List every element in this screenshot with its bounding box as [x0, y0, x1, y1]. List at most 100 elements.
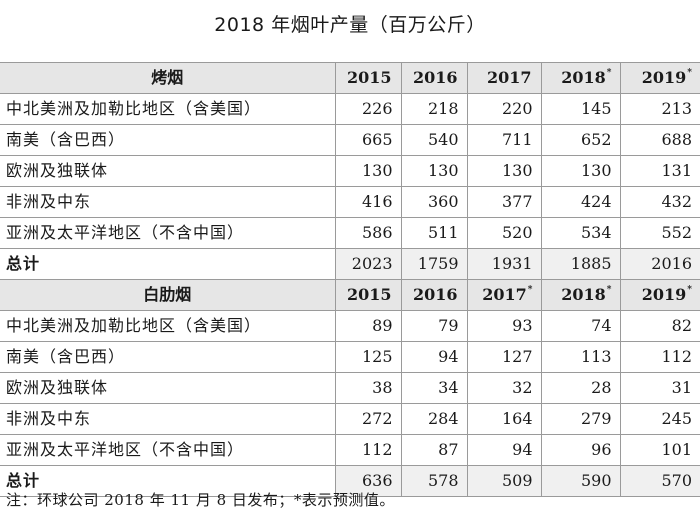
value-cell: 94 [466, 434, 541, 466]
table-row: 中北美洲及加勒比地区（含美国） 89 79 93 74 82 [0, 310, 700, 342]
value-cell: 534 [540, 217, 620, 249]
value-cell: 711 [466, 124, 541, 156]
section-label: 白肋烟 [0, 279, 335, 311]
value-cell: 416 [334, 186, 401, 218]
total-cell: 2016 [619, 248, 700, 280]
region-cell: 非洲及中东 [0, 403, 335, 435]
region-cell: 南美（含巴西） [0, 341, 335, 373]
value-cell: 28 [540, 372, 620, 404]
value-cell: 145 [540, 93, 620, 125]
table-row: 亚洲及太平洋地区（不含中国） 112 87 94 96 101 [0, 434, 700, 466]
value-cell: 130 [400, 155, 467, 187]
value-cell: 94 [400, 341, 467, 373]
value-cell: 688 [619, 124, 700, 156]
year-header: 2015 [334, 62, 401, 94]
year-header: 2016 [400, 62, 467, 94]
region-cell: 欧洲及独联体 [0, 155, 335, 187]
value-cell: 511 [400, 217, 467, 249]
year-header: 2016 [400, 279, 467, 311]
year-header: 2015 [334, 279, 401, 311]
region-cell: 欧洲及独联体 [0, 372, 335, 404]
value-cell: 89 [334, 310, 401, 342]
total-cell: 509 [466, 465, 541, 497]
value-cell: 82 [619, 310, 700, 342]
region-cell: 中北美洲及加勒比地区（含美国） [0, 93, 335, 125]
value-cell: 130 [540, 155, 620, 187]
year-header: 2018* [540, 62, 620, 94]
region-cell: 中北美洲及加勒比地区（含美国） [0, 310, 335, 342]
value-cell: 112 [619, 341, 700, 373]
value-cell: 213 [619, 93, 700, 125]
value-cell: 360 [400, 186, 467, 218]
burley-header-row: 白肋烟 2015 2016 2017* 2018* 2019* [0, 279, 700, 311]
value-cell: 130 [334, 155, 401, 187]
page-title: 2018 年烟叶产量（百万公斤） [214, 14, 486, 36]
value-cell: 38 [334, 372, 401, 404]
region-cell: 南美（含巴西） [0, 124, 335, 156]
value-cell: 284 [400, 403, 467, 435]
total-cell: 570 [619, 465, 700, 497]
value-cell: 164 [466, 403, 541, 435]
value-cell: 586 [334, 217, 401, 249]
value-cell: 127 [466, 341, 541, 373]
table-row: 欧洲及独联体 38 34 32 28 31 [0, 372, 700, 404]
value-cell: 218 [400, 93, 467, 125]
table-row: 非洲及中东 272 284 164 279 245 [0, 403, 700, 435]
value-cell: 112 [334, 434, 401, 466]
total-cell: 590 [540, 465, 620, 497]
value-cell: 220 [466, 93, 541, 125]
total-cell: 1931 [466, 248, 541, 280]
total-cell: 2023 [334, 248, 401, 280]
value-cell: 131 [619, 155, 700, 187]
total-cell: 636 [334, 465, 401, 497]
value-cell: 245 [619, 403, 700, 435]
footnote: 注：环球公司 2018 年 11 月 8 日发布；*表示预测值。 [6, 491, 395, 509]
value-cell: 96 [540, 434, 620, 466]
value-cell: 101 [619, 434, 700, 466]
table-row: 南美（含巴西） 125 94 127 113 112 [0, 341, 700, 373]
table-row: 亚洲及太平洋地区（不含中国） 586 511 520 534 552 [0, 217, 700, 249]
value-cell: 424 [540, 186, 620, 218]
total-cell: 1759 [400, 248, 467, 280]
total-cell: 1885 [540, 248, 620, 280]
value-cell: 34 [400, 372, 467, 404]
value-cell: 540 [400, 124, 467, 156]
value-cell: 652 [540, 124, 620, 156]
year-header: 2019* [619, 62, 700, 94]
value-cell: 226 [334, 93, 401, 125]
value-cell: 552 [619, 217, 700, 249]
value-cell: 87 [400, 434, 467, 466]
region-cell: 亚洲及太平洋地区（不含中国） [0, 217, 335, 249]
value-cell: 31 [619, 372, 700, 404]
year-header: 2019* [619, 279, 700, 311]
value-cell: 32 [466, 372, 541, 404]
year-header: 2017 [466, 62, 541, 94]
total-label: 总计 [0, 465, 335, 497]
value-cell: 432 [619, 186, 700, 218]
total-row: 总计 636 578 509 590 570 [0, 465, 700, 497]
total-row: 总计 2023 1759 1931 1885 2016 [0, 248, 700, 280]
value-cell: 79 [400, 310, 467, 342]
table-row: 中北美洲及加勒比地区（含美国） 226 218 220 145 213 [0, 93, 700, 125]
year-header: 2017* [466, 279, 541, 311]
table-row: 非洲及中东 416 360 377 424 432 [0, 186, 700, 218]
value-cell: 74 [540, 310, 620, 342]
value-cell: 93 [466, 310, 541, 342]
tobacco-production-table: 烤烟 2015 2016 2017 2018* 2019* 中北美洲及加勒比地区… [0, 62, 700, 497]
total-cell: 578 [400, 465, 467, 497]
table-row: 欧洲及独联体 130 130 130 130 131 [0, 155, 700, 187]
value-cell: 520 [466, 217, 541, 249]
region-cell: 非洲及中东 [0, 186, 335, 218]
region-cell: 亚洲及太平洋地区（不含中国） [0, 434, 335, 466]
value-cell: 377 [466, 186, 541, 218]
total-label: 总计 [0, 248, 335, 280]
value-cell: 272 [334, 403, 401, 435]
value-cell: 113 [540, 341, 620, 373]
flue-cured-header-row: 烤烟 2015 2016 2017 2018* 2019* [0, 62, 700, 94]
value-cell: 130 [466, 155, 541, 187]
section-label: 烤烟 [0, 62, 335, 94]
value-cell: 279 [540, 403, 620, 435]
table-row: 南美（含巴西） 665 540 711 652 688 [0, 124, 700, 156]
value-cell: 665 [334, 124, 401, 156]
year-header: 2018* [540, 279, 620, 311]
